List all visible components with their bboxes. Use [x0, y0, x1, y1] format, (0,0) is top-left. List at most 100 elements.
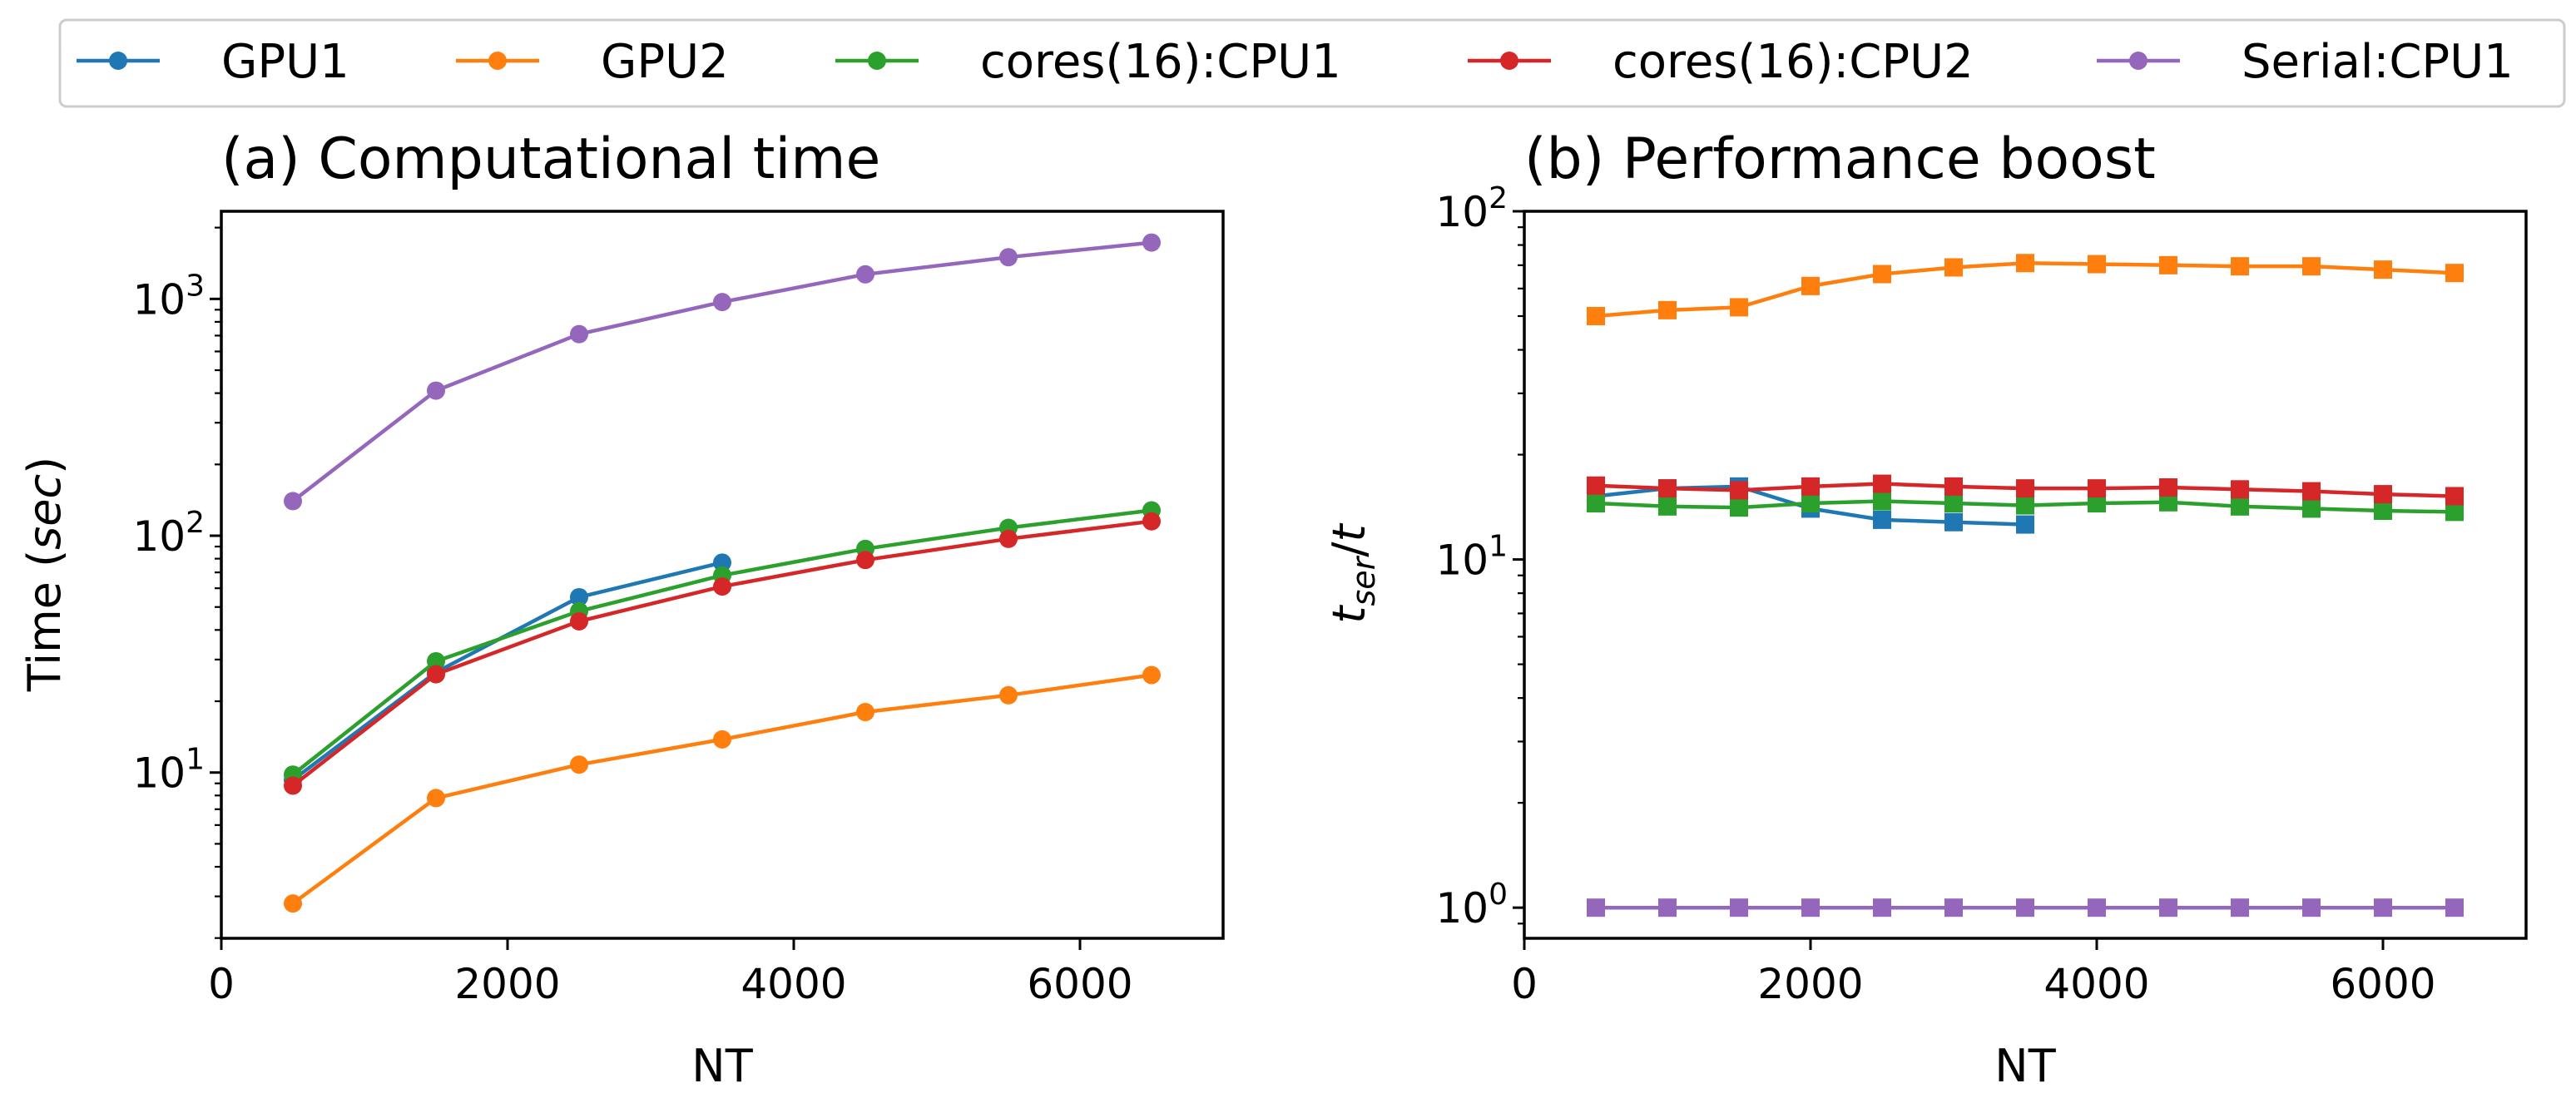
panel-b-series-serial-cpu1-point — [2302, 898, 2321, 918]
legend-entry-gpu1-marker — [109, 52, 127, 70]
panel-b-series-cores-16-cpu1-point — [1801, 494, 1820, 513]
panel-a-series-gpu2 — [284, 665, 1161, 913]
panel-a-series-gpu2-point — [856, 703, 874, 722]
panel-b-series-cores-16-cpu1-point — [2159, 492, 2177, 512]
panel-b-series-gpu2-point — [1658, 300, 1677, 319]
panel-b-series-serial-cpu1 — [1587, 898, 2464, 918]
legend-entry-gpu1: GPU1 — [77, 35, 349, 89]
panel-a-series-serial-cpu1-point — [570, 324, 588, 344]
panel-a-series-cores-16-cpu2-point — [427, 665, 445, 684]
panel-a-x-ticks: 0 2000 4000 6000 — [208, 938, 1133, 1008]
panel-a-series-cores-16-cpu2 — [284, 512, 1161, 795]
panel-b-series-cores-16-cpu2-point — [1730, 481, 1748, 500]
panel-b-y-tick-label-1: 101 — [1435, 530, 1508, 585]
panel-b-series-cores-16-cpu2-point — [2374, 485, 2392, 504]
panel-a-series-serial-cpu1-line — [291, 240, 1152, 503]
panel-b-series-gpu2-point — [2088, 255, 2106, 274]
legend-entry-gpu2-marker — [488, 52, 507, 70]
panel-a-series-serial-cpu1-point — [999, 248, 1018, 267]
panel-b-series-serial-cpu1-point — [1730, 898, 1748, 918]
panel-performance-boost: (b) Performance boost 0 2000 4000 6000 1001… — [1323, 126, 2528, 1092]
panel-a-x-tick-label-2000: 2000 — [454, 960, 560, 1008]
panel-b-series-cores-16-cpu2-point — [1587, 476, 1605, 495]
panel-b-series-serial-cpu1-point — [1944, 898, 1963, 918]
panel-b-y-axis-title: tser/t — [1323, 522, 1382, 623]
legend-entry-serial-cpu1-marker — [2129, 52, 2147, 70]
panel-a-frame — [220, 210, 1225, 940]
panel-b-series-gpu1-point — [1944, 512, 1963, 532]
panel-a-series-gpu2-point — [999, 685, 1018, 705]
panel-b-series-cores-16-cpu1-point — [2302, 499, 2321, 518]
panel-b-series-cores-16-cpu2-point — [2445, 487, 2464, 506]
panel-a-y-axis-title: Time (sec) — [18, 457, 71, 693]
panel-b-series-serial-cpu1-point — [1587, 898, 1605, 918]
legend-frame — [58, 18, 2566, 108]
panel-b-series-serial-cpu1-point — [2016, 898, 2034, 918]
panel-b-x-tick-label-4000: 4000 — [2043, 960, 2149, 1008]
legend-entry-serial-cpu1: Serial:CPU1 — [2097, 35, 2514, 89]
panel-b-series-cores-16-cpu1-point — [1587, 494, 1605, 513]
panel-b-series-gpu2-point — [1801, 276, 1820, 295]
panel-a-y-tick-label-3: 103 — [132, 269, 205, 324]
panel-b-series-gpu2-point — [1587, 307, 1605, 326]
panel-a-series-gpu1-line — [291, 561, 723, 782]
panel-a-series-gpu1-point — [713, 553, 731, 572]
panel-b-series-cores-16-cpu1-point — [2088, 494, 2106, 513]
panel-b-y-ticks: 100 101 102 — [1435, 181, 1524, 932]
panel-a-series-gpu2-point — [1142, 665, 1161, 685]
panel-b-series-cores-16-cpu1-point — [1873, 492, 1891, 511]
panel-b-series-gpu2-point — [2302, 257, 2321, 276]
panel-a-y-tick-label-2: 102 — [132, 506, 205, 561]
panel-b-series-cores-16-cpu2-point — [2231, 480, 2249, 499]
panel-a-title: (a) Computational time — [221, 126, 880, 192]
panel-b-series-cores-16-cpu2-point — [2016, 479, 2034, 498]
panel-a-series-gpu2-point — [427, 789, 445, 808]
panel-b-series-gpu2-point — [1873, 265, 1891, 284]
panel-a-x-tick-label-6000: 6000 — [1027, 960, 1132, 1008]
legend-entry-cores-16-cpu2: cores(16):CPU2 — [1468, 35, 1974, 89]
panel-a-y-tick-label-1: 101 — [132, 743, 205, 798]
panel-b-series-serial-cpu1-point — [2445, 898, 2464, 918]
panel-a-series-serial-cpu1 — [284, 233, 1161, 511]
panel-b-series-serial-cpu1-point — [1873, 898, 1891, 918]
panel-b-series-cores-16-cpu2-point — [1801, 477, 1820, 496]
legend-items: GPU1 GPU2 cores(16):CPU1 cores(16):CPU2 Seri… — [77, 35, 2514, 89]
panel-a-series-serial-cpu1-point — [713, 293, 731, 312]
panel-b-series-serial-cpu1-point — [2374, 898, 2392, 918]
legend-entry-cores-16-cpu2-marker — [1500, 52, 1518, 70]
legend: GPU1 GPU2 cores(16):CPU1 cores(16):CPU2 Seri… — [58, 18, 2566, 108]
panel-b-series-cores-16-cpu2-point — [2302, 482, 2321, 501]
panel-a-series-cores-16-cpu2-point — [999, 529, 1018, 548]
panel-b-series-serial-cpu1-point — [2088, 898, 2106, 918]
panel-b-x-tick-label-2000: 2000 — [1757, 960, 1863, 1008]
legend-entry-gpu2: GPU2 — [456, 35, 729, 89]
panel-a-plot-area — [284, 233, 1161, 913]
panel-a-series-cores-16-cpu2-point — [284, 776, 302, 795]
panel-b-series-cores-16-cpu1-point — [2231, 497, 2249, 516]
panel-b-x-tick-label-6000: 6000 — [2330, 960, 2435, 1008]
panel-b-series-cores-16-cpu1-point — [1730, 498, 1748, 517]
panel-b-series-cores-16-cpu2-point — [1873, 474, 1891, 493]
panel-b-title: (b) Performance boost — [1524, 126, 2156, 192]
panel-b-series-cores-16-cpu2-point — [1944, 477, 1963, 496]
panel-a-x-axis-title: NT — [691, 1040, 753, 1092]
legend-entry-cores-16-cpu1-label: cores(16):CPU1 — [980, 35, 1341, 89]
panel-b-series-cores-16-cpu1-point — [2016, 496, 2034, 515]
panel-b-series-cores-16-cpu2-point — [2088, 479, 2106, 498]
panel-b-series-gpu2-point — [2374, 260, 2392, 279]
panel-b-series-gpu1-point — [1873, 510, 1891, 529]
panel-b-series-cores-16-cpu1 — [1587, 492, 2464, 522]
panel-a-y-ticks: 101 102 103 — [132, 226, 221, 939]
legend-entry-gpu1-label: GPU1 — [221, 35, 349, 89]
panel-a-x-tick-label-0: 0 — [208, 960, 235, 1008]
panel-b-x-ticks: 0 2000 4000 6000 — [1511, 938, 2436, 1008]
panel-a-series-gpu1-point — [570, 587, 588, 606]
panel-b-frame — [1523, 210, 2528, 940]
panel-a-series-serial-cpu1-point — [1142, 233, 1161, 252]
panel-b-series-cores-16-cpu1-point — [2445, 502, 2464, 522]
panel-a-series-gpu2-point — [284, 894, 302, 913]
legend-entry-cores-16-cpu2-label: cores(16):CPU2 — [1612, 35, 1974, 89]
panel-b-series-gpu2-point — [2445, 264, 2464, 283]
panel-a-series-gpu2-line — [291, 673, 1152, 905]
